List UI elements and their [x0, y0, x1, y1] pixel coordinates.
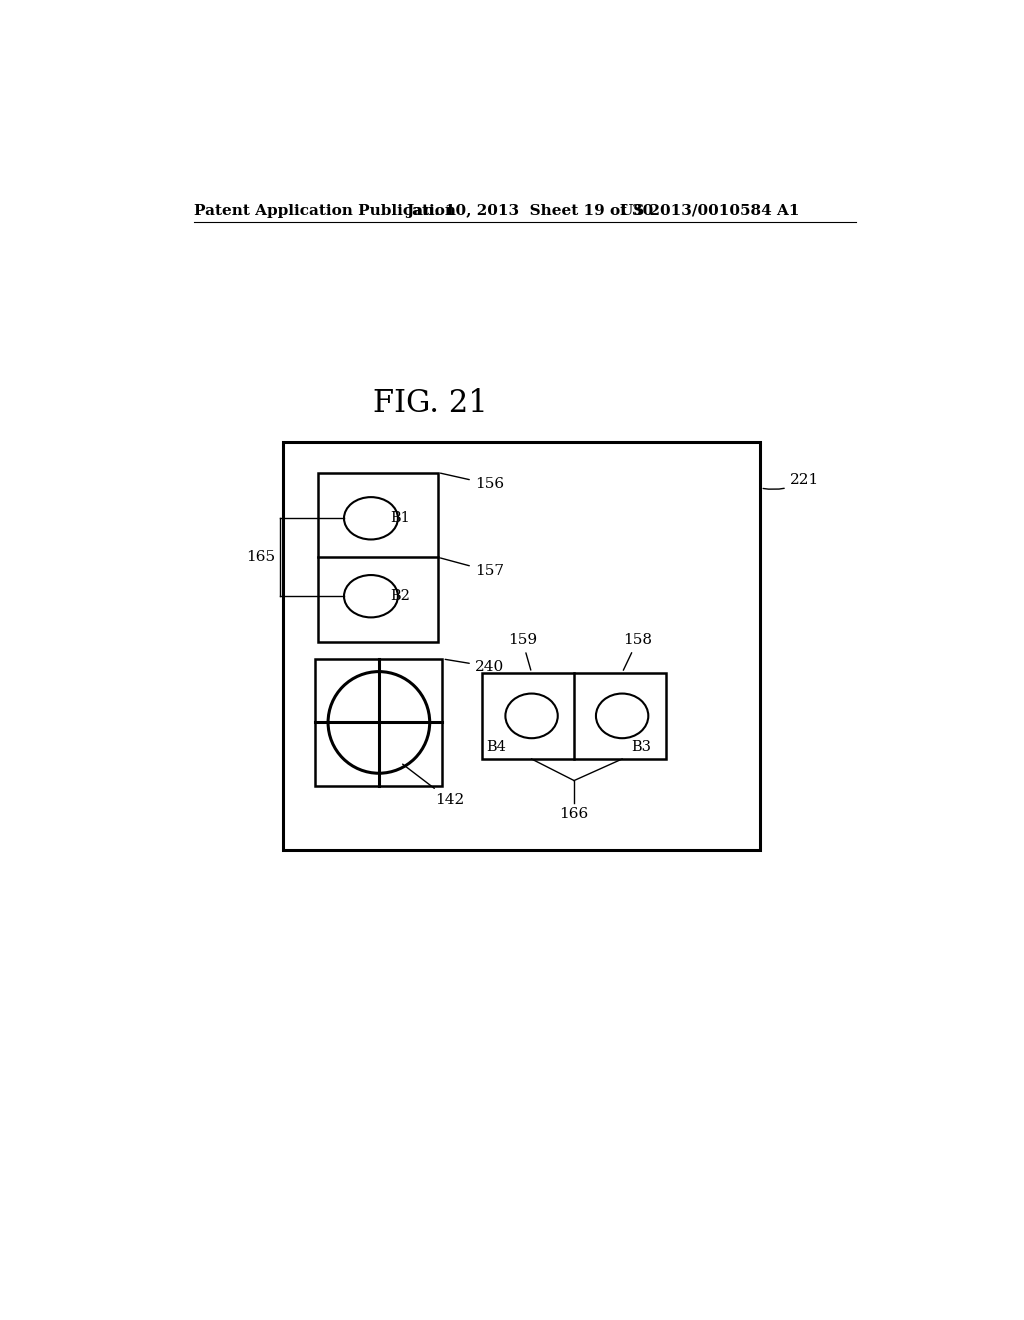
Bar — [318, 473, 438, 642]
Text: US 2013/0010584 A1: US 2013/0010584 A1 — [620, 203, 799, 218]
Bar — [315, 659, 442, 785]
Text: 166: 166 — [559, 808, 589, 821]
Ellipse shape — [596, 693, 648, 738]
Text: 221: 221 — [763, 474, 819, 490]
Ellipse shape — [344, 498, 398, 540]
Text: B4: B4 — [486, 739, 506, 754]
Text: Jan. 10, 2013  Sheet 19 of 30: Jan. 10, 2013 Sheet 19 of 30 — [407, 203, 653, 218]
Text: 165: 165 — [246, 550, 275, 564]
Bar — [481, 673, 667, 759]
Text: B3: B3 — [632, 739, 651, 754]
Ellipse shape — [344, 576, 398, 618]
Text: B2: B2 — [390, 589, 410, 603]
Text: 159: 159 — [508, 634, 537, 671]
Text: 240: 240 — [445, 660, 504, 673]
Text: B1: B1 — [390, 511, 410, 525]
Ellipse shape — [506, 693, 558, 738]
Text: FIG. 21: FIG. 21 — [374, 388, 488, 418]
Text: 156: 156 — [440, 473, 504, 491]
Text: 158: 158 — [623, 634, 652, 671]
Text: Patent Application Publication: Patent Application Publication — [194, 203, 456, 218]
Text: 157: 157 — [440, 558, 504, 578]
Text: 142: 142 — [402, 764, 464, 807]
Bar — [283, 442, 761, 850]
